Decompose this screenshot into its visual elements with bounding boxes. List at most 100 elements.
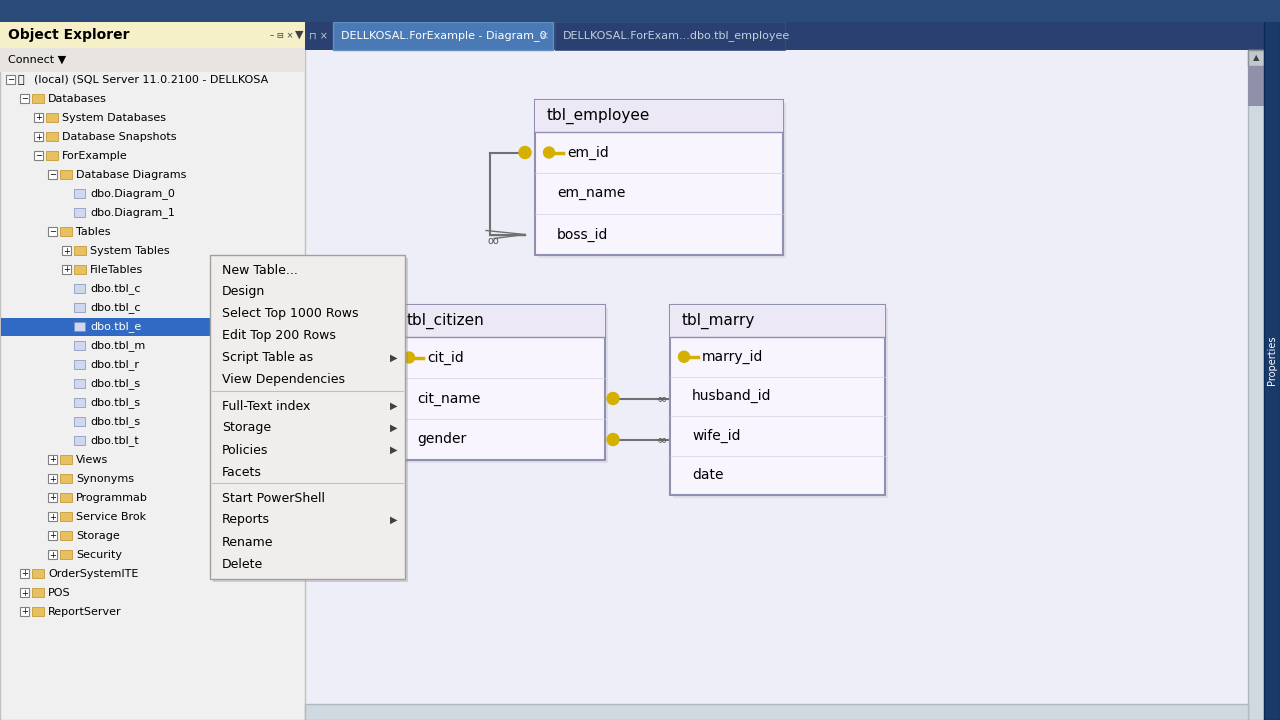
FancyBboxPatch shape [74, 341, 84, 350]
Text: dbo.tbl_c: dbo.tbl_c [90, 302, 141, 313]
FancyBboxPatch shape [20, 588, 29, 597]
Text: Database Diagrams: Database Diagrams [76, 170, 187, 180]
FancyBboxPatch shape [1, 318, 305, 336]
Text: +: + [49, 531, 56, 541]
FancyBboxPatch shape [396, 305, 605, 460]
FancyBboxPatch shape [49, 227, 58, 236]
FancyBboxPatch shape [74, 379, 84, 388]
Text: dbo.tbl_c: dbo.tbl_c [90, 284, 141, 294]
Text: boss_id: boss_id [557, 228, 608, 242]
Circle shape [678, 351, 690, 362]
Text: – ⊟ ×: – ⊟ × [270, 30, 293, 40]
FancyBboxPatch shape [74, 360, 84, 369]
Text: +: + [20, 570, 28, 578]
Text: Storage: Storage [221, 421, 271, 434]
Text: Databases: Databases [49, 94, 106, 104]
Text: ▼: ▼ [294, 30, 303, 40]
Text: Script Table as: Script Table as [221, 351, 314, 364]
Text: New Table...: New Table... [221, 264, 298, 276]
FancyBboxPatch shape [49, 512, 58, 521]
FancyBboxPatch shape [35, 132, 44, 141]
Text: Storage: Storage [76, 531, 120, 541]
FancyBboxPatch shape [49, 550, 58, 559]
Text: −: − [35, 151, 42, 161]
Text: DELLKOSAL.ForExample - Diagram_0: DELLKOSAL.ForExample - Diagram_0 [340, 30, 547, 42]
Text: (local) (SQL Server 11.0.2100 - DELLKOSA: (local) (SQL Server 11.0.2100 - DELLKOSA [35, 75, 269, 85]
Text: ▶: ▶ [389, 353, 397, 363]
Circle shape [403, 352, 415, 363]
Text: dbo.tbl_s: dbo.tbl_s [90, 397, 140, 408]
Text: Service Brok: Service Brok [76, 512, 146, 522]
Text: Full-Text index: Full-Text index [221, 400, 310, 413]
FancyBboxPatch shape [49, 455, 58, 464]
Text: Start PowerShell: Start PowerShell [221, 492, 325, 505]
FancyBboxPatch shape [305, 704, 1248, 720]
FancyBboxPatch shape [74, 189, 84, 198]
Text: dbo.tbl_t: dbo.tbl_t [90, 436, 138, 446]
FancyBboxPatch shape [60, 512, 72, 521]
FancyBboxPatch shape [669, 305, 884, 495]
Text: +: + [49, 551, 56, 559]
Text: ∞: ∞ [657, 392, 667, 405]
Text: +: + [49, 493, 56, 503]
FancyBboxPatch shape [60, 227, 72, 236]
FancyBboxPatch shape [35, 113, 44, 122]
Text: dbo.tbl_s: dbo.tbl_s [90, 417, 140, 428]
FancyBboxPatch shape [60, 170, 72, 179]
Text: View Dependencies: View Dependencies [221, 374, 346, 387]
FancyBboxPatch shape [74, 417, 84, 426]
Text: ▶: ▶ [389, 401, 397, 411]
FancyBboxPatch shape [74, 398, 84, 407]
FancyBboxPatch shape [556, 22, 785, 50]
Text: dbo.tbl_m: dbo.tbl_m [90, 341, 145, 351]
Text: Delete: Delete [221, 557, 264, 570]
FancyBboxPatch shape [20, 94, 29, 103]
Text: Design: Design [221, 286, 265, 299]
Text: −: − [20, 94, 28, 104]
Text: em_id: em_id [567, 145, 609, 160]
Text: dbo.tbl_s: dbo.tbl_s [90, 379, 140, 390]
FancyBboxPatch shape [0, 22, 305, 48]
Text: dbo.Diagram_1: dbo.Diagram_1 [90, 207, 175, 218]
Text: Object Explorer: Object Explorer [8, 28, 129, 42]
Text: POS: POS [49, 588, 70, 598]
FancyBboxPatch shape [6, 75, 15, 84]
Text: gender: gender [417, 433, 466, 446]
Text: DELLKOSAL.ForExam...dbo.tbl_employee: DELLKOSAL.ForExam...dbo.tbl_employee [563, 30, 790, 42]
FancyBboxPatch shape [669, 305, 884, 337]
FancyBboxPatch shape [305, 0, 1265, 720]
Text: Rename: Rename [221, 536, 274, 549]
Text: Policies: Policies [221, 444, 269, 456]
FancyBboxPatch shape [0, 48, 305, 72]
FancyBboxPatch shape [396, 305, 605, 337]
FancyBboxPatch shape [20, 607, 29, 616]
FancyBboxPatch shape [60, 474, 72, 483]
Text: −: − [49, 228, 56, 236]
Text: Tables: Tables [76, 227, 110, 237]
Text: +: + [49, 456, 56, 464]
Text: +: + [35, 114, 42, 122]
FancyBboxPatch shape [1248, 66, 1265, 106]
Text: Facets: Facets [221, 466, 262, 479]
Text: +: + [20, 608, 28, 616]
Text: OrderSystemITE: OrderSystemITE [49, 569, 138, 579]
Text: dbo.tbl_e: dbo.tbl_e [90, 322, 141, 333]
Text: tbl_employee: tbl_employee [547, 108, 650, 124]
Text: ▶: ▶ [389, 445, 397, 455]
Text: tbl_citizen: tbl_citizen [407, 313, 485, 329]
FancyBboxPatch shape [210, 255, 404, 579]
FancyBboxPatch shape [74, 265, 86, 274]
FancyBboxPatch shape [305, 22, 1265, 50]
Text: System Tables: System Tables [90, 246, 170, 256]
FancyBboxPatch shape [61, 265, 70, 274]
Text: Reports: Reports [221, 513, 270, 526]
FancyBboxPatch shape [49, 170, 58, 179]
FancyBboxPatch shape [535, 100, 783, 132]
Text: −: − [6, 76, 14, 84]
FancyBboxPatch shape [46, 132, 58, 141]
Text: Select Top 1000 Rows: Select Top 1000 Rows [221, 307, 358, 320]
Text: oo: oo [488, 236, 499, 246]
Text: ⊓ ×: ⊓ × [308, 31, 328, 41]
FancyBboxPatch shape [32, 588, 44, 597]
Text: Views: Views [76, 455, 109, 465]
